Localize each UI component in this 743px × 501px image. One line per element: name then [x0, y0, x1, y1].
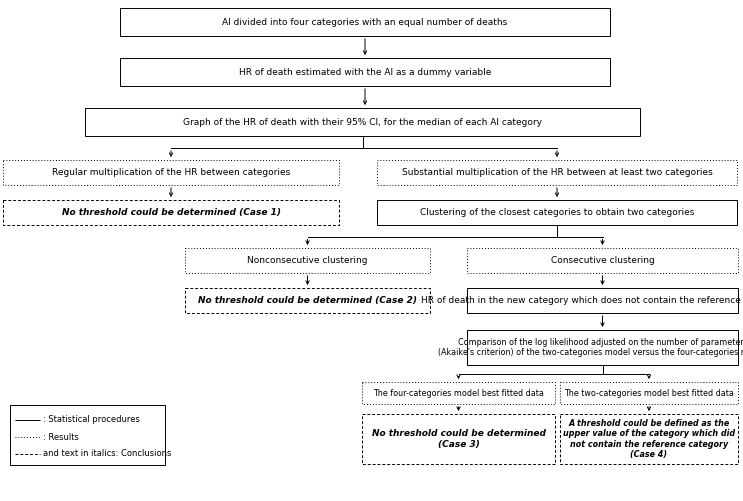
Bar — [120, 8, 610, 36]
Text: Clustering of the closest categories to obtain two categories: Clustering of the closest categories to … — [420, 208, 694, 217]
Text: Graph of the HR of death with their 95% CI, for the median of each AI category: Graph of the HR of death with their 95% … — [183, 118, 542, 126]
Bar — [560, 414, 738, 464]
Text: Regular multiplication of the HR between categories: Regular multiplication of the HR between… — [52, 168, 290, 177]
Bar — [10, 405, 165, 465]
Bar — [377, 200, 737, 225]
Bar — [560, 382, 738, 404]
Text: No threshold could be determined
(Case 3): No threshold could be determined (Case 3… — [372, 429, 545, 449]
Text: HR of death estimated with the AI as a dummy variable: HR of death estimated with the AI as a d… — [239, 68, 491, 77]
Bar — [362, 382, 555, 404]
Bar — [185, 288, 430, 313]
Bar — [120, 58, 610, 86]
Bar — [185, 248, 430, 273]
Text: Substantial multiplication of the HR between at least two categories: Substantial multiplication of the HR bet… — [402, 168, 713, 177]
Text: The four-categories model best fitted data: The four-categories model best fitted da… — [373, 388, 544, 397]
Text: Consecutive clustering: Consecutive clustering — [551, 256, 655, 265]
Text: : Statistical procedures: : Statistical procedures — [43, 415, 140, 424]
Text: Nonconsecutive clustering: Nonconsecutive clustering — [247, 256, 368, 265]
Text: AI divided into four categories with an equal number of deaths: AI divided into four categories with an … — [222, 18, 507, 27]
Text: A threshold could be defined as the
upper value of the category which did
not co: A threshold could be defined as the uppe… — [563, 419, 735, 459]
Bar — [467, 248, 738, 273]
Bar — [362, 414, 555, 464]
Text: The two-categories model best fitted data: The two-categories model best fitted dat… — [564, 388, 734, 397]
Text: and text in italics: Conclusions: and text in italics: Conclusions — [43, 449, 172, 458]
Text: No threshold could be determined (Case 2): No threshold could be determined (Case 2… — [198, 296, 417, 305]
Bar — [85, 108, 640, 136]
Bar — [467, 288, 738, 313]
Bar — [467, 330, 738, 365]
Text: HR of death in the new category which does not contain the reference category: HR of death in the new category which do… — [421, 296, 743, 305]
Bar — [3, 160, 339, 185]
Text: No threshold could be determined (Case 1): No threshold could be determined (Case 1… — [62, 208, 281, 217]
Bar — [377, 160, 737, 185]
Text: : Results: : Results — [43, 432, 79, 441]
Text: Comparison of the log likelihood adjusted on the number of parameters
(Akaike's : Comparison of the log likelihood adjuste… — [438, 338, 743, 357]
Bar — [3, 200, 339, 225]
